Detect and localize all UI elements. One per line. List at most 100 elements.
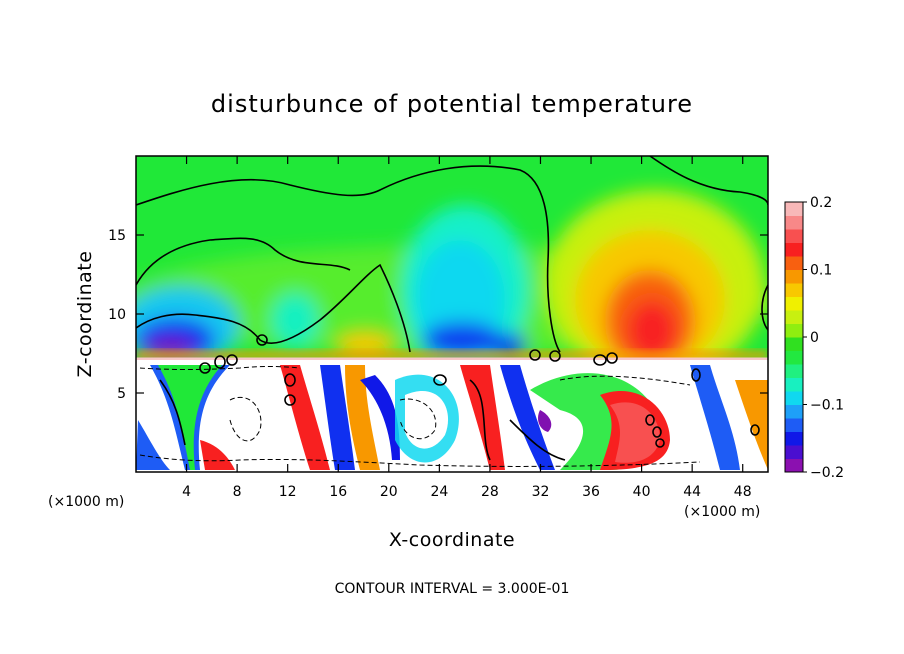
vortex-1-inner bbox=[405, 390, 449, 449]
thermal-2 bbox=[280, 365, 330, 470]
contour-loop-5 bbox=[529, 349, 541, 361]
contour-loop-9 bbox=[284, 373, 296, 387]
thermal-3 bbox=[320, 365, 355, 470]
contour-lower-3 bbox=[509, 419, 566, 461]
colorbar-swatch bbox=[785, 283, 803, 297]
contour-loop-14 bbox=[655, 438, 665, 448]
thermal-8 bbox=[690, 365, 740, 470]
thermal-4 bbox=[345, 365, 380, 470]
contour-loop-12 bbox=[645, 414, 655, 426]
warm-patch bbox=[200, 440, 235, 470]
thermal-9 bbox=[735, 380, 768, 470]
y-axis-ticks: 5 10 15 bbox=[108, 228, 768, 402]
x-tick-label: 16 bbox=[329, 484, 347, 500]
contour-loop-11 bbox=[433, 374, 447, 386]
colorbar-swatch bbox=[785, 458, 803, 473]
cold-anomaly-mid-core bbox=[422, 322, 502, 358]
colorbar-swatch bbox=[785, 404, 803, 419]
colorbar-tick-label: 0.1 bbox=[810, 263, 832, 279]
x-axis-unit-left: (×1000 m) bbox=[48, 494, 124, 510]
contour-lower-1 bbox=[159, 379, 186, 446]
contour-interval-note: CONTOUR INTERVAL = 3.000E-01 bbox=[335, 581, 570, 597]
contours-negative bbox=[139, 366, 701, 467]
y-tick-label: 5 bbox=[117, 386, 126, 402]
cold-anomaly-small bbox=[270, 292, 320, 348]
contour-loop-7 bbox=[593, 354, 607, 366]
x-tick-label: 20 bbox=[380, 484, 398, 500]
colorbar-swatch bbox=[785, 337, 803, 351]
chart-title: disturbunce of potential temperature bbox=[211, 90, 693, 118]
warm-pool-edge bbox=[610, 402, 660, 463]
colorbar-swatch bbox=[785, 418, 803, 432]
x-tick-label: 40 bbox=[633, 484, 651, 500]
thermal-7 bbox=[500, 365, 555, 470]
upper-field-anomalies bbox=[136, 190, 768, 380]
thermal-1-edge bbox=[158, 365, 222, 470]
cold-core bbox=[537, 410, 552, 432]
contour-loop-4 bbox=[226, 354, 238, 366]
contour-zero-top bbox=[649, 156, 768, 206]
contour-loop-6 bbox=[549, 350, 561, 362]
thermal-6 bbox=[460, 365, 505, 470]
colorbar-swatch bbox=[785, 445, 803, 459]
colorbar-swatch bbox=[785, 202, 803, 216]
x-tick-label: 24 bbox=[430, 484, 448, 500]
contour-loop-3 bbox=[214, 355, 226, 369]
inversion-strip bbox=[136, 350, 768, 360]
colorbar-tick-label: 0 bbox=[810, 330, 819, 346]
contour-zero-left bbox=[136, 165, 561, 353]
colorbar-swatch bbox=[785, 296, 803, 311]
colorbar-tick-label: −0.1 bbox=[810, 398, 844, 414]
x-axis-unit-right: (×1000 m) bbox=[684, 504, 760, 520]
contours bbox=[136, 156, 768, 461]
dashed-contour-3 bbox=[399, 398, 437, 440]
y-tick-label: 15 bbox=[108, 228, 126, 244]
dashed-contour-1 bbox=[139, 366, 301, 370]
contour-loop-13 bbox=[652, 426, 662, 438]
colorbar-tick-label: 0.2 bbox=[810, 195, 832, 211]
contour-cold-left bbox=[136, 263, 411, 353]
y-tick-label: 10 bbox=[108, 307, 126, 323]
colorbar-swatch bbox=[785, 242, 803, 257]
colorbar bbox=[785, 202, 803, 473]
x-tick-label: 12 bbox=[279, 484, 297, 500]
colorbar-swatch bbox=[785, 215, 803, 230]
colorbar-swatch bbox=[785, 391, 803, 405]
colorbar-tick-label: −0.2 bbox=[810, 465, 844, 481]
x-axis-ticks: 4 8 12 16 20 24 28 32 36 40 44 48 bbox=[182, 156, 752, 500]
colorbar-swatch bbox=[785, 377, 803, 392]
thermal-5 bbox=[360, 375, 400, 460]
colorbar-swatch bbox=[785, 431, 803, 446]
contour-loop-10 bbox=[284, 394, 296, 406]
lower-field-cells bbox=[136, 365, 768, 470]
x-tick-label: 8 bbox=[233, 484, 242, 500]
inversion-warm-strip bbox=[136, 350, 768, 360]
contour-loop-2 bbox=[199, 362, 211, 374]
x-tick-label: 48 bbox=[734, 484, 752, 500]
colorbar-swatch bbox=[785, 269, 803, 284]
colorbar-swatch bbox=[785, 256, 803, 270]
colorbar-swatch bbox=[785, 350, 803, 365]
warm-anomaly-core bbox=[627, 300, 677, 360]
colorbar-swatch bbox=[785, 310, 803, 324]
x-tick-label: 32 bbox=[532, 484, 550, 500]
dashed-contour-2 bbox=[229, 396, 262, 442]
x-tick-label: 36 bbox=[582, 484, 600, 500]
cold-tongue bbox=[136, 420, 170, 470]
x-tick-label: 44 bbox=[683, 484, 701, 500]
colorbar-swatch bbox=[785, 323, 803, 338]
contour-loop-15 bbox=[691, 368, 701, 382]
colorbar-swatch bbox=[785, 229, 803, 243]
contour-lower-2 bbox=[469, 379, 491, 461]
x-axis-label: X-coordinate bbox=[389, 529, 515, 551]
contour-loop-1 bbox=[256, 334, 268, 346]
x-tick-label: 28 bbox=[481, 484, 499, 500]
x-tick-label: 4 bbox=[182, 484, 191, 500]
dashed-contour-5 bbox=[139, 454, 701, 467]
contour-right bbox=[761, 284, 768, 331]
colorbar-ticks: 0.2 0.1 0 −0.1 −0.2 bbox=[803, 195, 844, 481]
dashed-contour-4 bbox=[559, 375, 691, 386]
contour-zero-mid bbox=[136, 237, 351, 286]
plot-area bbox=[136, 156, 768, 472]
